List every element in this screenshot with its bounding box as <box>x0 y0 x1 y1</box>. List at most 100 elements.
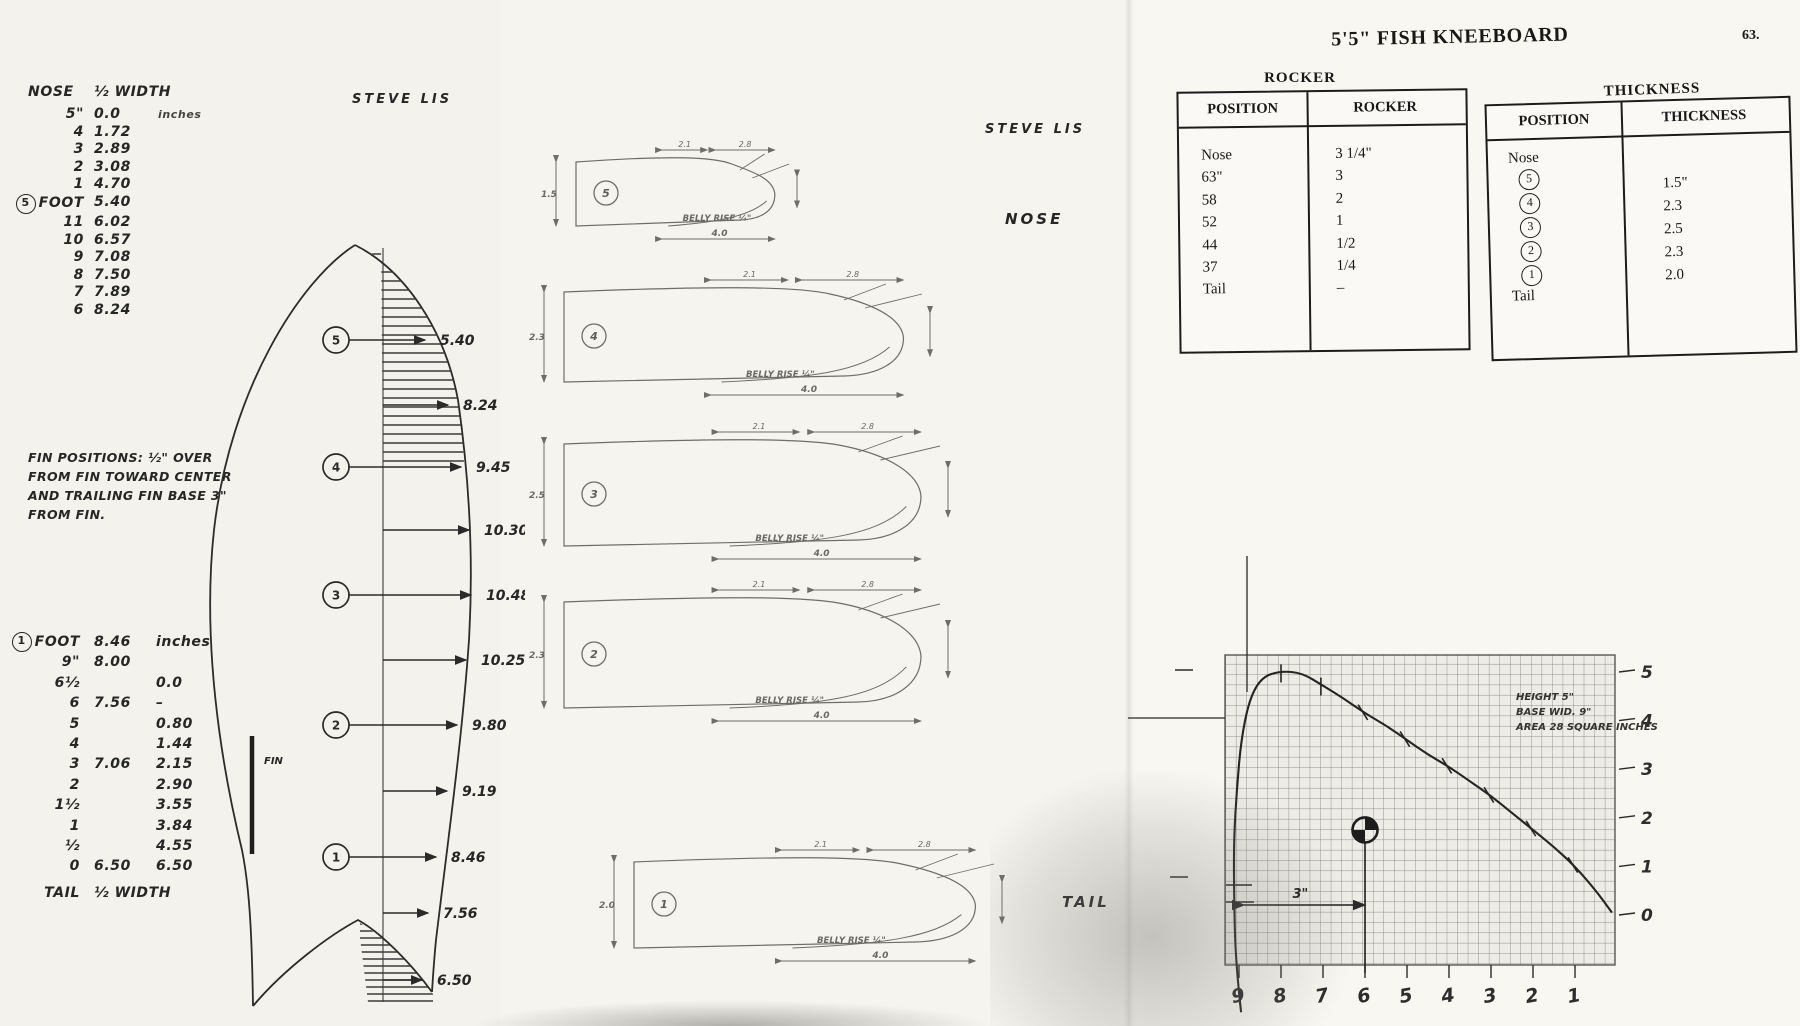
half-width-label: 9.19 <box>462 784 497 800</box>
x-axis-label: 5 <box>1398 984 1415 1008</box>
circled-station-number: 2 <box>1520 240 1542 263</box>
chart-annotation: HEIGHT 5" <box>1516 692 1574 703</box>
circled-station-number: 4 <box>1518 192 1541 215</box>
x-axis-label: 3 <box>1482 984 1499 1008</box>
chart-annotation: BASE WID. 9" <box>1516 707 1591 718</box>
x-axis-label: 6 <box>1356 984 1373 1008</box>
table-row: 2 3.08 <box>73 158 131 175</box>
top-dim-label: 2.1 <box>814 840 827 849</box>
station-number: 1 <box>332 851 340 865</box>
y-axis-label: 0 <box>1641 906 1653 926</box>
table-row: 5 0.80 <box>69 715 193 732</box>
top-dim-label: 2.1 <box>743 270 756 279</box>
x-axis-label: 8 <box>1272 984 1289 1008</box>
table-row: 7 7.89 <box>73 284 131 301</box>
cross-section-2: 2 2.3 2.1 2.8 BELLY RISE ¼" 4.0 <box>529 580 951 724</box>
curve-tick <box>1483 786 1495 804</box>
half-width-label: 9.45 <box>476 460 511 476</box>
rocker-col-rocker: ROCKER <box>1353 98 1418 116</box>
rocker-col-position: POSITION <box>1207 100 1279 118</box>
y-axis-label: 5 <box>1641 663 1653 683</box>
table-row: Tail – <box>1202 280 1345 298</box>
top-dim-label: 2.1 <box>753 580 766 589</box>
curve-tick <box>1567 856 1579 873</box>
station-number: 2 <box>332 719 340 733</box>
tail-hatching <box>360 923 433 1002</box>
swallow-tail <box>252 918 433 1007</box>
belly-rise-label: BELLY RISE ¼" <box>746 369 815 380</box>
fin-note-line: AND TRAILING FIN BASE 3" <box>28 488 227 503</box>
table-row: 1 4.70 <box>73 176 131 193</box>
tail-footer-label: TAIL <box>44 884 80 901</box>
fin-positions-note: FIN POSITIONS: ½" OVER FROM FIN TOWARD CE… <box>28 448 248 524</box>
thickness-value: 2.0 <box>1665 266 1685 284</box>
table-row: 4 1.44 <box>69 736 193 753</box>
table-row: 9" 8.00 <box>61 654 131 671</box>
thickness-position-tail: Tail <box>1511 287 1536 305</box>
half-width-label: 8.46 <box>451 850 486 866</box>
section-number: 3 <box>590 488 598 501</box>
nose-width-table: NOSE ½ WIDTH 5" 0.0 inches 4 1.72 3 2.89 2 3.08 1… <box>15 84 216 320</box>
circled-station-number: 5 <box>1518 168 1540 190</box>
base-dimension-label: 3" <box>1293 887 1309 902</box>
board-outline-drawing: FIN 5 5.40 8.24 4 9.45 10.30 3 10.48 10.25 2 9.80 9.… <box>209 244 525 1007</box>
signature-left: STEVE LIS <box>352 92 453 107</box>
nose-table-header-position: NOSE <box>28 84 74 100</box>
table-row: 5" 0.0 inches <box>65 106 202 122</box>
section-number: 2 <box>590 648 598 661</box>
page-number: 63. <box>1742 28 1760 43</box>
table-row: 8 7.50 <box>73 266 131 283</box>
section-number: 1 <box>660 898 668 911</box>
page-seam <box>1124 0 1134 1026</box>
half-width-label: 10.30 <box>484 523 525 539</box>
station-number: 5 <box>332 334 340 348</box>
tail-label: TAIL <box>1062 893 1110 911</box>
curve-tick <box>1525 820 1537 837</box>
table-row: 0 6.50 6.50 <box>69 858 193 875</box>
table-row: 11 6.02 <box>63 213 131 230</box>
half-width-label: 10.48 <box>486 588 525 604</box>
table-row: 6½ 0.0 <box>54 674 183 691</box>
y-axis-label: 2 <box>1641 809 1653 829</box>
belly-rise-label: BELLY RISE ¼" <box>755 695 824 706</box>
top-dim-label: 2.8 <box>861 580 874 589</box>
top-dim-label: 2.1 <box>678 140 691 149</box>
half-width-label: 8.24 <box>463 398 498 414</box>
right-rail <box>354 244 472 993</box>
belly-rise-label: BELLY RISE ¼" <box>817 935 886 946</box>
thickness-col-thickness: THICKNESS <box>1661 107 1747 126</box>
circled-station-number: 1 <box>1520 265 1543 287</box>
table-row: 10 6.57 <box>63 231 131 248</box>
table-row: 2 2.90 <box>69 776 193 793</box>
nose-table-header-width: ½ WIDTH <box>94 84 172 100</box>
table-row: 3 2.89 <box>73 141 131 158</box>
signature-middle: STEVE LIS <box>985 122 1086 137</box>
x-axis-label: 9 <box>1230 984 1247 1008</box>
bottom-width-label: 4.0 <box>871 951 888 961</box>
nose-label: NOSE <box>1005 210 1064 228</box>
x-axis-label: 4 <box>1439 984 1457 1008</box>
table-row: 1 3.84 <box>69 817 193 834</box>
half-width-label: 9.80 <box>472 718 507 734</box>
y-axis-label: 1 <box>1641 857 1653 877</box>
station-number: 3 <box>332 589 340 603</box>
cross-section-4: 4 2.3 2.1 2.8 BELLY RISE ¼" 4.0 <box>529 270 933 398</box>
belly-rise-label: BELLY RISE ¼" <box>683 213 752 224</box>
bottom-width-label: 4.0 <box>711 229 728 239</box>
bottom-width-label: 4.0 <box>813 711 830 721</box>
rocker-table-caption: ROCKER <box>1264 70 1336 86</box>
cross-section-5: 5 1.5 2.1 2.8 BELLY RISE ¼" 4.0 <box>541 140 800 242</box>
table-row: 5 FOOT 5.40 <box>15 193 216 214</box>
circled-station-number: 1 <box>11 632 32 653</box>
thickness-col-position: POSITION <box>1518 111 1590 130</box>
half-width-label: 7.56 <box>443 906 478 922</box>
table-row: 6 7.56– <box>69 695 164 712</box>
curve-tick <box>1441 757 1453 774</box>
tail-table-footer: TAIL ½ WIDTH <box>22 885 214 901</box>
top-dim-label: 2.8 <box>739 140 752 149</box>
middle-page-background <box>500 0 1130 1026</box>
half-width-label: 10.25 <box>481 653 525 669</box>
half-width-label: 5.40 <box>440 333 475 349</box>
fin-note-line: FROM FIN TOWARD CENTER <box>28 469 232 484</box>
